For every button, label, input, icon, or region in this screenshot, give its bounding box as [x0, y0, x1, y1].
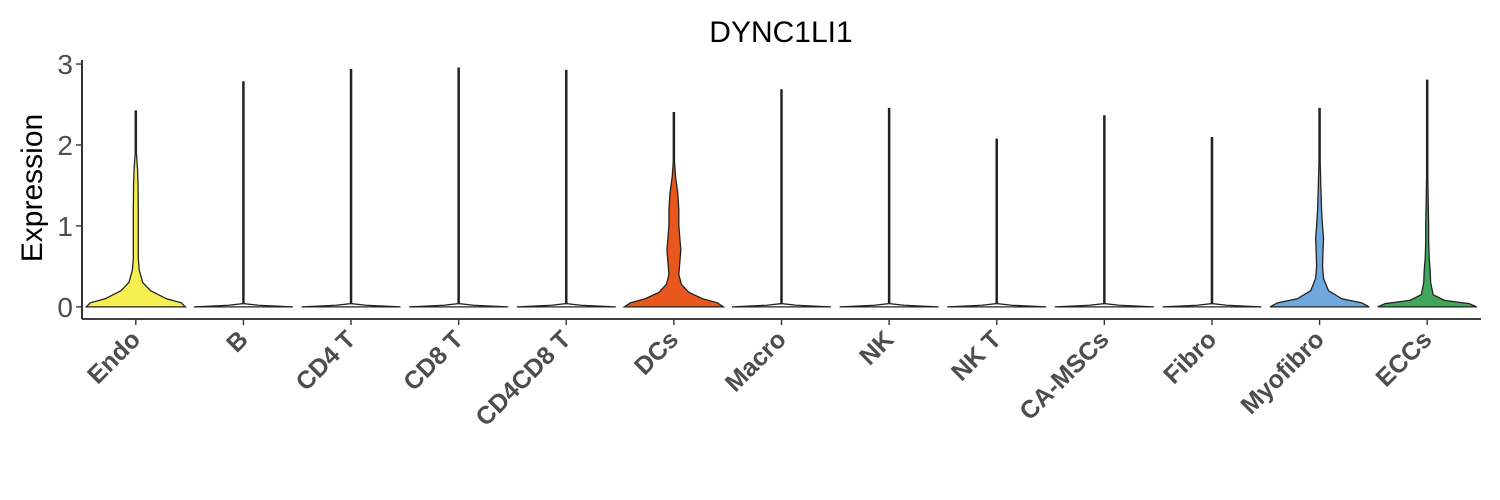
violin-cd4cd8-t [516, 69, 616, 308]
chart-title: DYNC1LI1 [709, 16, 852, 49]
y-tick-label: 0 [57, 292, 73, 323]
violin-cd4-t [301, 69, 401, 308]
y-tick-label: 3 [57, 49, 73, 80]
x-tick-label: CD4 T [290, 325, 361, 396]
x-tick-label: CD4CD8 T [470, 325, 576, 431]
x-tick-label: ECCs [1370, 325, 1437, 392]
x-tick-label: Fibro [1158, 325, 1222, 389]
x-tick-label: Macro [720, 325, 792, 397]
x-tick-label: NK [854, 325, 899, 370]
x-tick-label: CA-MSCs [1014, 325, 1114, 425]
x-tick-label: B [221, 325, 254, 358]
x-tick-label: Myofibro [1235, 325, 1329, 419]
x-ticks: Endo B CD4 T CD8 T CD4CD8 T DCs Macro NK NK T CA-… [82, 319, 1437, 432]
violin-myofibro [1269, 107, 1370, 308]
violin-nk-t [947, 138, 1047, 308]
violin-macro [731, 89, 832, 308]
y-axis-label: Expression [16, 114, 49, 262]
y-tick-label: 1 [57, 211, 73, 242]
violin-eccs [1377, 79, 1477, 308]
x-tick-label: CD8 T [398, 325, 469, 396]
violin-group [84, 67, 1477, 308]
violin-ca-mscs [1054, 115, 1154, 308]
violin-endo [84, 110, 187, 308]
x-tick-label: Endo [82, 325, 146, 389]
y-tick-label: 2 [57, 130, 73, 161]
x-tick-label: DCs [629, 325, 684, 380]
y-ticks: 0 1 2 3 [57, 49, 82, 323]
violin-fibro [1162, 137, 1262, 308]
violin-b [193, 81, 293, 308]
x-tick-label: NK T [946, 325, 1007, 386]
violin-cd8-t [409, 67, 509, 308]
violin-dcs [622, 111, 726, 308]
violin-nk [839, 107, 939, 308]
